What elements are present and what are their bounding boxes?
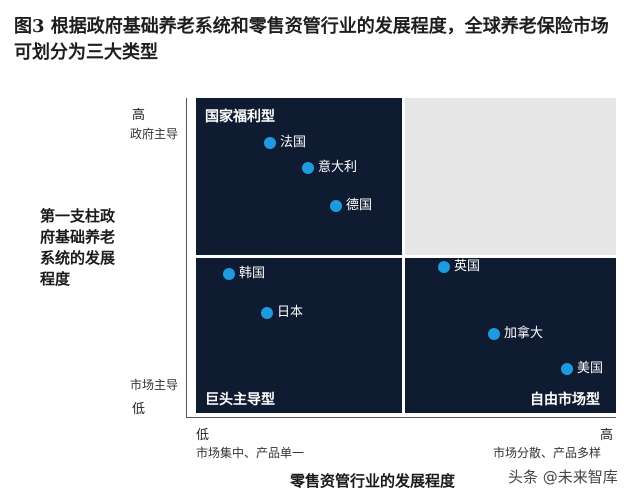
country-dot [223,268,235,280]
watermark: 头条 @未来智库 [508,468,618,486]
y-axis-label: 第一支柱政府基础养老系统的发展程度 [40,207,116,288]
country-label: 美国 [577,361,604,376]
x-axis-high-note: 市场分散、产品多样 [493,446,602,460]
x-axis-low-note: 市场集中、产品单一 [196,446,305,460]
x-axis-line [186,417,616,418]
country-dot [330,200,342,212]
country-dot [488,328,500,340]
country-label: 韩国 [239,266,266,281]
y-axis-low-note: 市场主导 [130,378,179,392]
figure-title: 图3 根据政府基础养老系统和零售资管行业的发展程度，全球养老保险市场可划分为三大… [14,16,609,63]
quadrant-label-state-welfare: 国家福利型 [205,109,275,125]
y-axis-low: 低 [132,402,146,417]
quadrant-bottom-left: 巨头主导型 [196,258,402,413]
country-dot [302,162,314,174]
country-dot [561,363,573,375]
x-axis-label: 零售资管行业的发展程度 [290,472,456,490]
country-label: 法国 [280,135,307,150]
quadrant-label-free-market: 自由市场型 [530,392,600,408]
x-axis-high: 高 [600,428,614,443]
y-axis-line [186,98,187,418]
country-dot [264,137,276,149]
quadrant-top-right [405,98,616,255]
quadrant-label-giant-led: 巨头主导型 [205,392,275,408]
country-label: 日本 [277,305,304,320]
y-axis-high-note: 政府主导 [130,127,179,141]
country-label: 英国 [454,259,481,274]
country-dot [438,261,450,273]
quadrant-top-left: 国家福利型 [196,98,402,255]
country-label: 加拿大 [504,326,544,341]
country-dot [261,307,273,319]
country-label: 意大利 [318,160,358,175]
x-axis-low: 低 [196,428,210,443]
y-axis-high: 高 [132,108,146,123]
quadrant-bottom-right: 自由市场型 [405,258,616,413]
country-label: 德国 [346,198,373,213]
